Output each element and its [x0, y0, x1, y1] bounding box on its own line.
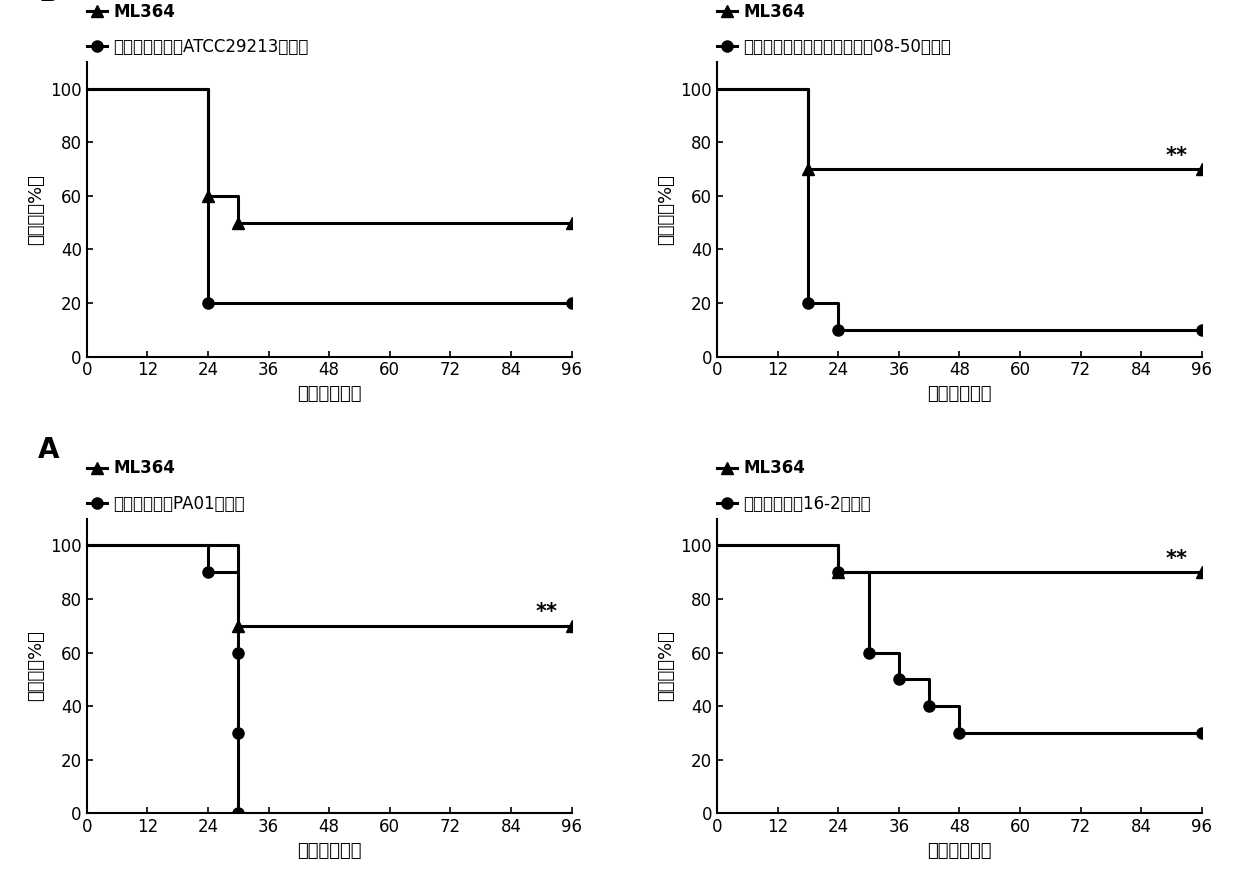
Y-axis label: 生存率（%）: 生存率（%） — [657, 630, 675, 701]
Legend: ML364: ML364 — [87, 3, 175, 20]
Text: A: A — [38, 436, 59, 464]
X-axis label: 时间（小时）: 时间（小时） — [927, 385, 991, 403]
X-axis label: 时间（小时）: 时间（小时） — [297, 842, 362, 860]
Text: **: ** — [1166, 549, 1187, 568]
Y-axis label: 生存率（%）: 生存率（%） — [657, 174, 675, 245]
X-axis label: 时间（小时）: 时间（小时） — [927, 842, 991, 860]
Text: **: ** — [535, 602, 558, 622]
Text: **: ** — [1166, 146, 1187, 165]
Legend: ML364: ML364 — [717, 3, 805, 20]
Legend: ML364: ML364 — [87, 460, 175, 477]
X-axis label: 时间（小时）: 时间（小时） — [297, 385, 362, 403]
Text: B: B — [38, 0, 59, 7]
Y-axis label: 生存率（%）: 生存率（%） — [27, 630, 45, 701]
Y-axis label: 生存率（%）: 生存率（%） — [27, 174, 45, 245]
Legend: ML364: ML364 — [717, 460, 805, 477]
